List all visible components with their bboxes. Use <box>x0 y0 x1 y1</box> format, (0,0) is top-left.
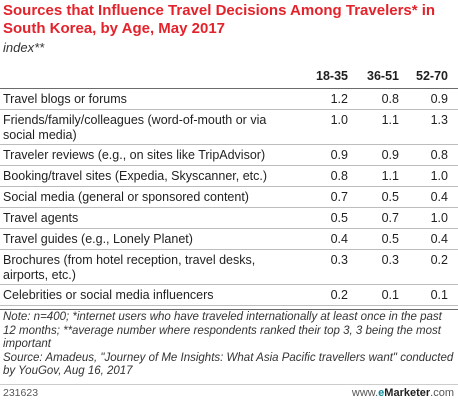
brand-prefix: www. <box>351 387 379 399</box>
cell-value: 0.8 <box>330 169 348 183</box>
cell-value: 0.5 <box>330 211 348 225</box>
cell-value: 1.2 <box>330 92 348 106</box>
cell-value: 0.4 <box>430 232 448 246</box>
header-divider <box>0 88 458 89</box>
cell-value: 0.9 <box>381 148 399 162</box>
row-label: Travel blogs or forums <box>3 92 127 106</box>
cell-value: 0.7 <box>381 211 399 225</box>
row-label: Travel agents <box>3 211 79 225</box>
row-label: Travel guides (e.g., Lonely Planet) <box>3 232 193 246</box>
cell-value: 0.3 <box>330 253 348 267</box>
cell-value: 1.0 <box>330 113 348 127</box>
column-header: 52-70 <box>416 69 448 83</box>
footer-divider <box>0 384 458 385</box>
cell-value: 0.1 <box>430 288 448 302</box>
table-row: Travel agents 0.5 0.7 1.0 <box>0 208 458 229</box>
cell-value: 0.5 <box>381 190 399 204</box>
cell-value: 0.2 <box>330 288 348 302</box>
cell-value: 1.1 <box>381 113 399 127</box>
brand-logo[interactable]: www.eMarketer.com <box>352 386 454 400</box>
table-row: Travel guides (e.g., Lonely Planet) 0.4 0.… <box>0 229 458 250</box>
brand-name: Marketer <box>384 387 431 399</box>
cell-value: 0.4 <box>430 190 448 204</box>
table-row: Social media (general or sponsored conte… <box>0 187 458 208</box>
cell-value: 1.0 <box>430 211 448 225</box>
chart-title: Sources that Influence Travel Decisions … <box>3 2 436 37</box>
chart-subtitle: index** <box>3 40 45 55</box>
cell-value: 0.1 <box>381 288 399 302</box>
row-label: Celebrities or social media influencers <box>3 288 214 302</box>
note-text: Note: n=400; *internet users who have tr… <box>3 311 442 350</box>
cell-value: 1.3 <box>430 113 448 127</box>
table-row: Booking/travel sites (Expedia, Skyscanne… <box>0 166 458 187</box>
source-text: Source: Amadeus, "Journey of Me Insights… <box>3 351 454 378</box>
data-table: Travel blogs or forums 1.2 0.8 0.9 Friends/f… <box>0 89 458 306</box>
row-label: Traveler reviews (e.g., on sites like Tr… <box>3 148 266 162</box>
cell-value: 0.3 <box>381 253 399 267</box>
table-row: Celebrities or social media influencers 0… <box>0 285 458 306</box>
cell-value: 0.9 <box>330 148 348 162</box>
table-row: Friends/family/colleagues (word-of-mouth… <box>0 110 458 145</box>
table-row: Brochures (from hotel reception, travel … <box>0 250 458 285</box>
table-row: Travel blogs or forums 1.2 0.8 0.9 <box>0 89 458 110</box>
cell-value: 0.7 <box>330 190 348 204</box>
cell-value: 0.4 <box>330 232 348 246</box>
cell-value: 0.5 <box>381 232 399 246</box>
column-header: 36-51 <box>367 69 399 83</box>
row-label: Friends/family/colleagues (word-of-mouth… <box>3 113 267 142</box>
cell-value: 1.1 <box>381 169 399 183</box>
cell-value: 0.9 <box>430 92 448 106</box>
footnote: Note: n=400; *internet users who have tr… <box>3 311 455 379</box>
row-label: Booking/travel sites (Expedia, Skyscanne… <box>3 169 268 183</box>
row-label: Brochures (from hotel reception, travel … <box>3 253 256 282</box>
cell-value: 0.8 <box>430 148 448 162</box>
brand-e: e <box>378 387 385 399</box>
brand-suffix: .com <box>430 387 454 399</box>
table-row: Traveler reviews (e.g., on sites like Tr… <box>0 145 458 166</box>
chart-id: 231623 <box>3 387 39 399</box>
table-bottom-divider <box>0 309 458 310</box>
cell-value: 0.8 <box>381 92 399 106</box>
cell-value: 1.0 <box>430 169 448 183</box>
column-header: 18-35 <box>316 69 348 83</box>
row-label: Social media (general or sponsored conte… <box>3 190 249 204</box>
cell-value: 0.2 <box>430 253 448 267</box>
